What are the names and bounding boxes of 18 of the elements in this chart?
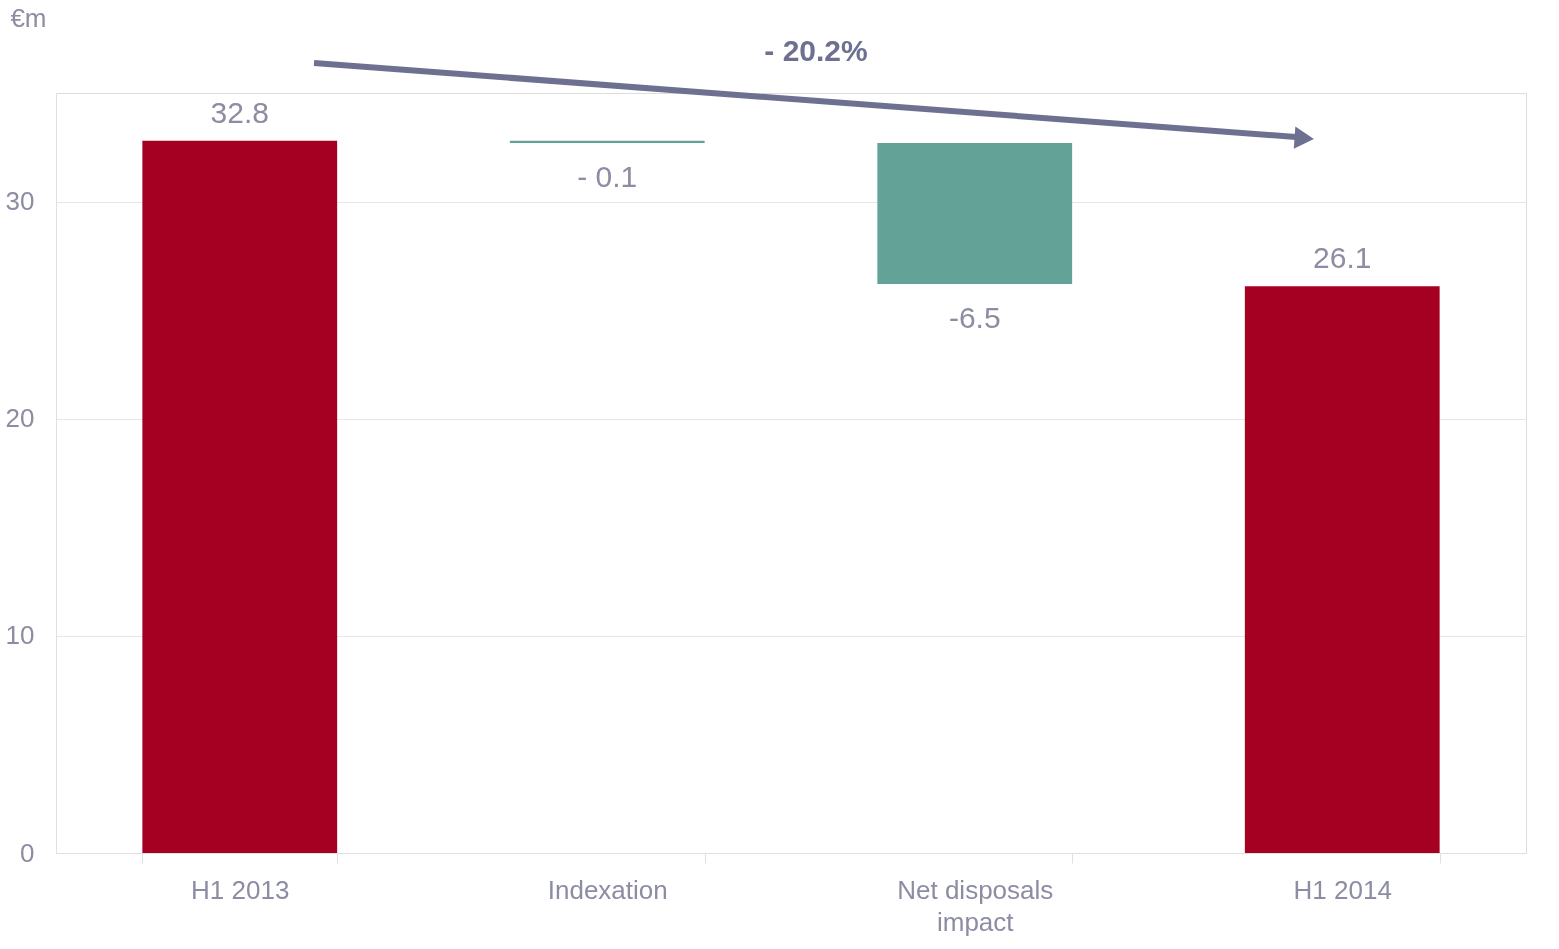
- bar: [142, 140, 338, 853]
- x-tick-label: Net disposals impact: [897, 874, 1054, 937]
- bar: [1244, 286, 1440, 853]
- data-label: 32.8: [210, 95, 269, 129]
- y-axis-title: €m: [10, 2, 47, 33]
- x-tick-label: H1 2014: [1293, 874, 1392, 905]
- y-tick-label: 30: [5, 186, 35, 217]
- y-tick-label: 20: [5, 403, 35, 434]
- x-tick-label: H1 2013: [191, 874, 290, 905]
- data-label: 26.1: [1313, 241, 1372, 275]
- y-tick-label: 0: [20, 837, 35, 868]
- y-tick-label: 10: [5, 620, 35, 651]
- text: - 20.2%: [764, 34, 868, 67]
- bar: [509, 140, 705, 143]
- data-label: -6.5: [948, 301, 1001, 335]
- x-tick-label: Indexation: [547, 874, 668, 905]
- bar: [877, 142, 1073, 285]
- data-label: - 0.1: [577, 159, 638, 193]
